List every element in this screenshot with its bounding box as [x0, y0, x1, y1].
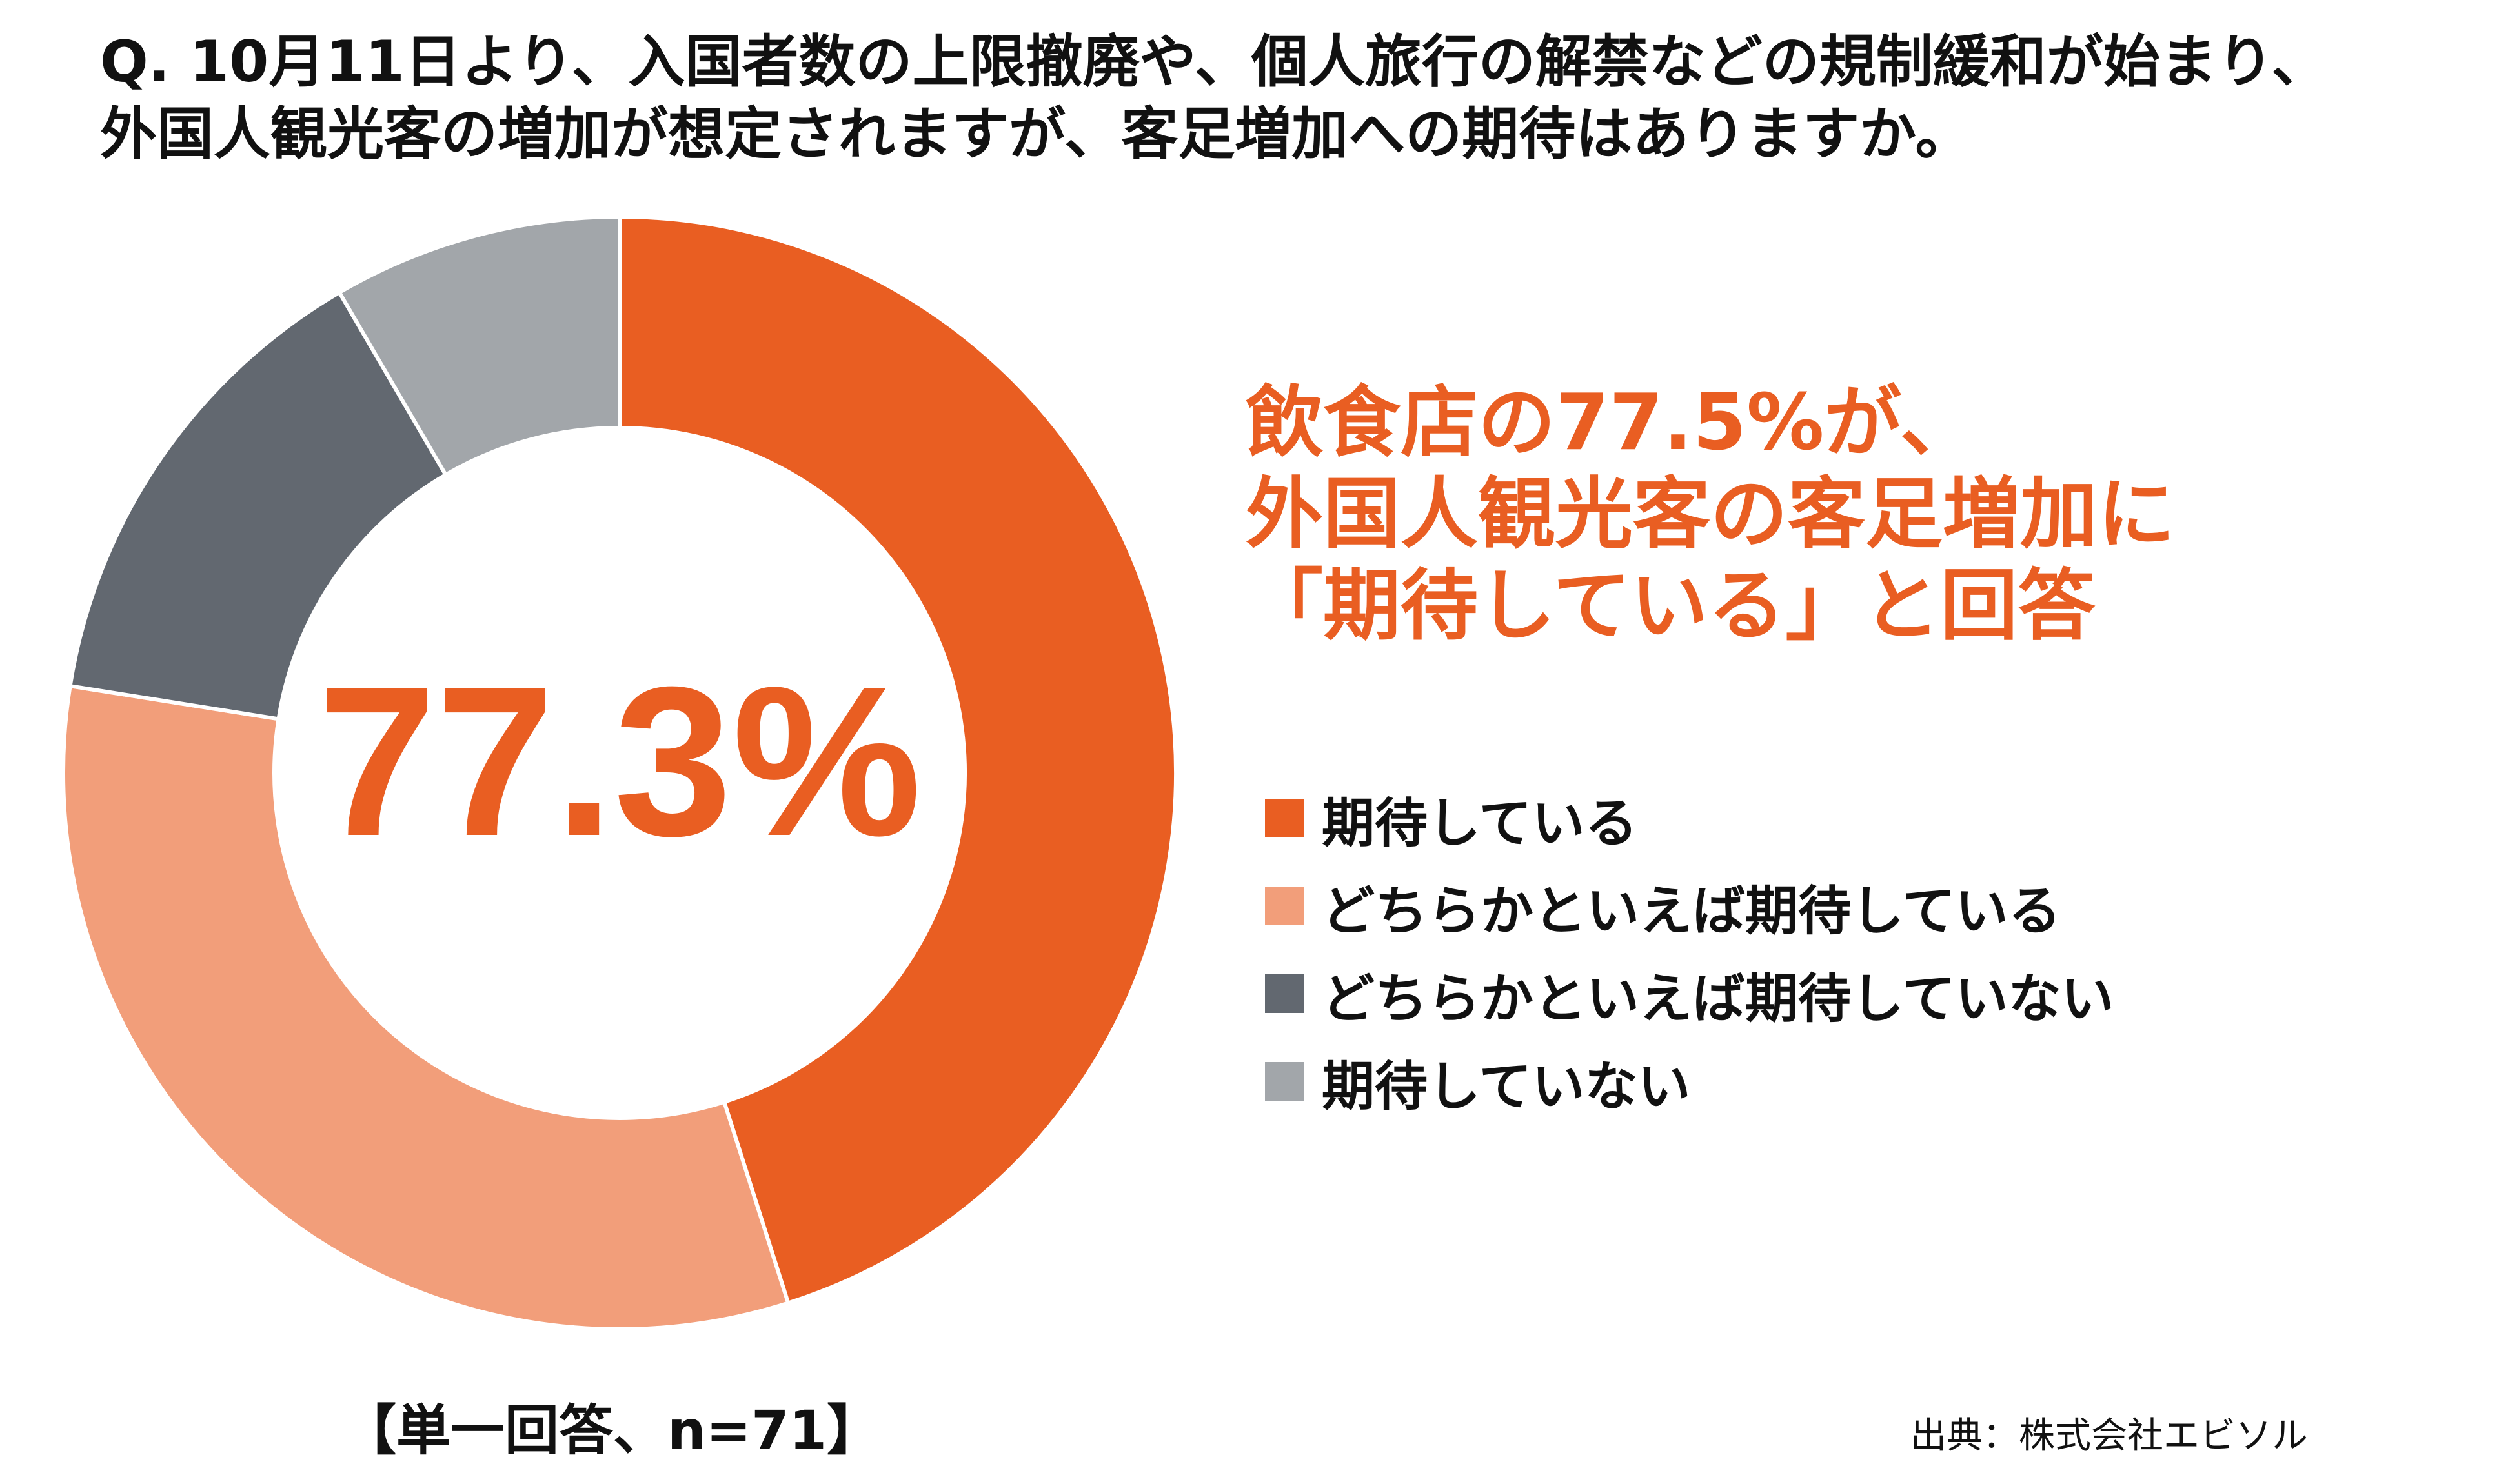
legend-label: 期待していない	[1322, 1056, 1691, 1118]
headline-line-1: 飲食店の77.5%が、	[1246, 378, 1977, 468]
headline: 飲食店の77.5%が、 外国人観光客の客足増加に 「期待している」と回答	[1246, 377, 2472, 652]
legend-swatch	[1265, 887, 1304, 925]
donut-slice-4	[336, 214, 622, 477]
source-credit: 出典：株式会社エビソル	[1910, 1415, 2308, 1457]
legend-item-3: どちらかといえば期待していない	[1265, 950, 2114, 1038]
question-line-2: 外国人観光客の増加が想定されますが、客足増加への期待はありますか。	[100, 101, 1972, 167]
question-line-1: Q. 10月11日より、入国者数の上限撤廃や、個人旅行の解禁などの規制緩和が始ま…	[100, 28, 2329, 95]
legend-label: どちらかといえば期待していない	[1322, 968, 2114, 1030]
legend-swatch	[1265, 974, 1304, 1013]
question-title: Q. 10月11日より、入国者数の上限撤廃や、個人旅行の解禁などの規制緩和が始ま…	[100, 26, 2456, 170]
center-percentage: 77.3%	[318, 642, 922, 880]
legend-label: 期待している	[1322, 792, 1638, 854]
chart-legend: 期待しているどちらかといえば期待している どちらかといえば期待していない 期待してい…	[1265, 774, 2114, 1125]
donut-chart	[61, 214, 1178, 1331]
legend-swatch	[1265, 1062, 1304, 1101]
legend-item-2: どちらかといえば期待している	[1265, 862, 2114, 950]
donut-slice-1	[618, 214, 1178, 1306]
donut-slice-3	[68, 290, 449, 721]
legend-item-4: 期待していない	[1265, 1038, 2114, 1125]
legend-label: どちらかといえば期待している	[1322, 880, 2061, 942]
donut-slice-2	[61, 683, 791, 1331]
headline-line-3: 「期待している」と回答	[1246, 561, 2096, 651]
legend-swatch	[1265, 799, 1304, 837]
sample-note: 【単一回答、n=71】	[342, 1399, 882, 1462]
headline-line-2: 外国人観光客の客足増加に	[1246, 470, 2175, 559]
legend-item-1: 期待している	[1265, 774, 2114, 862]
